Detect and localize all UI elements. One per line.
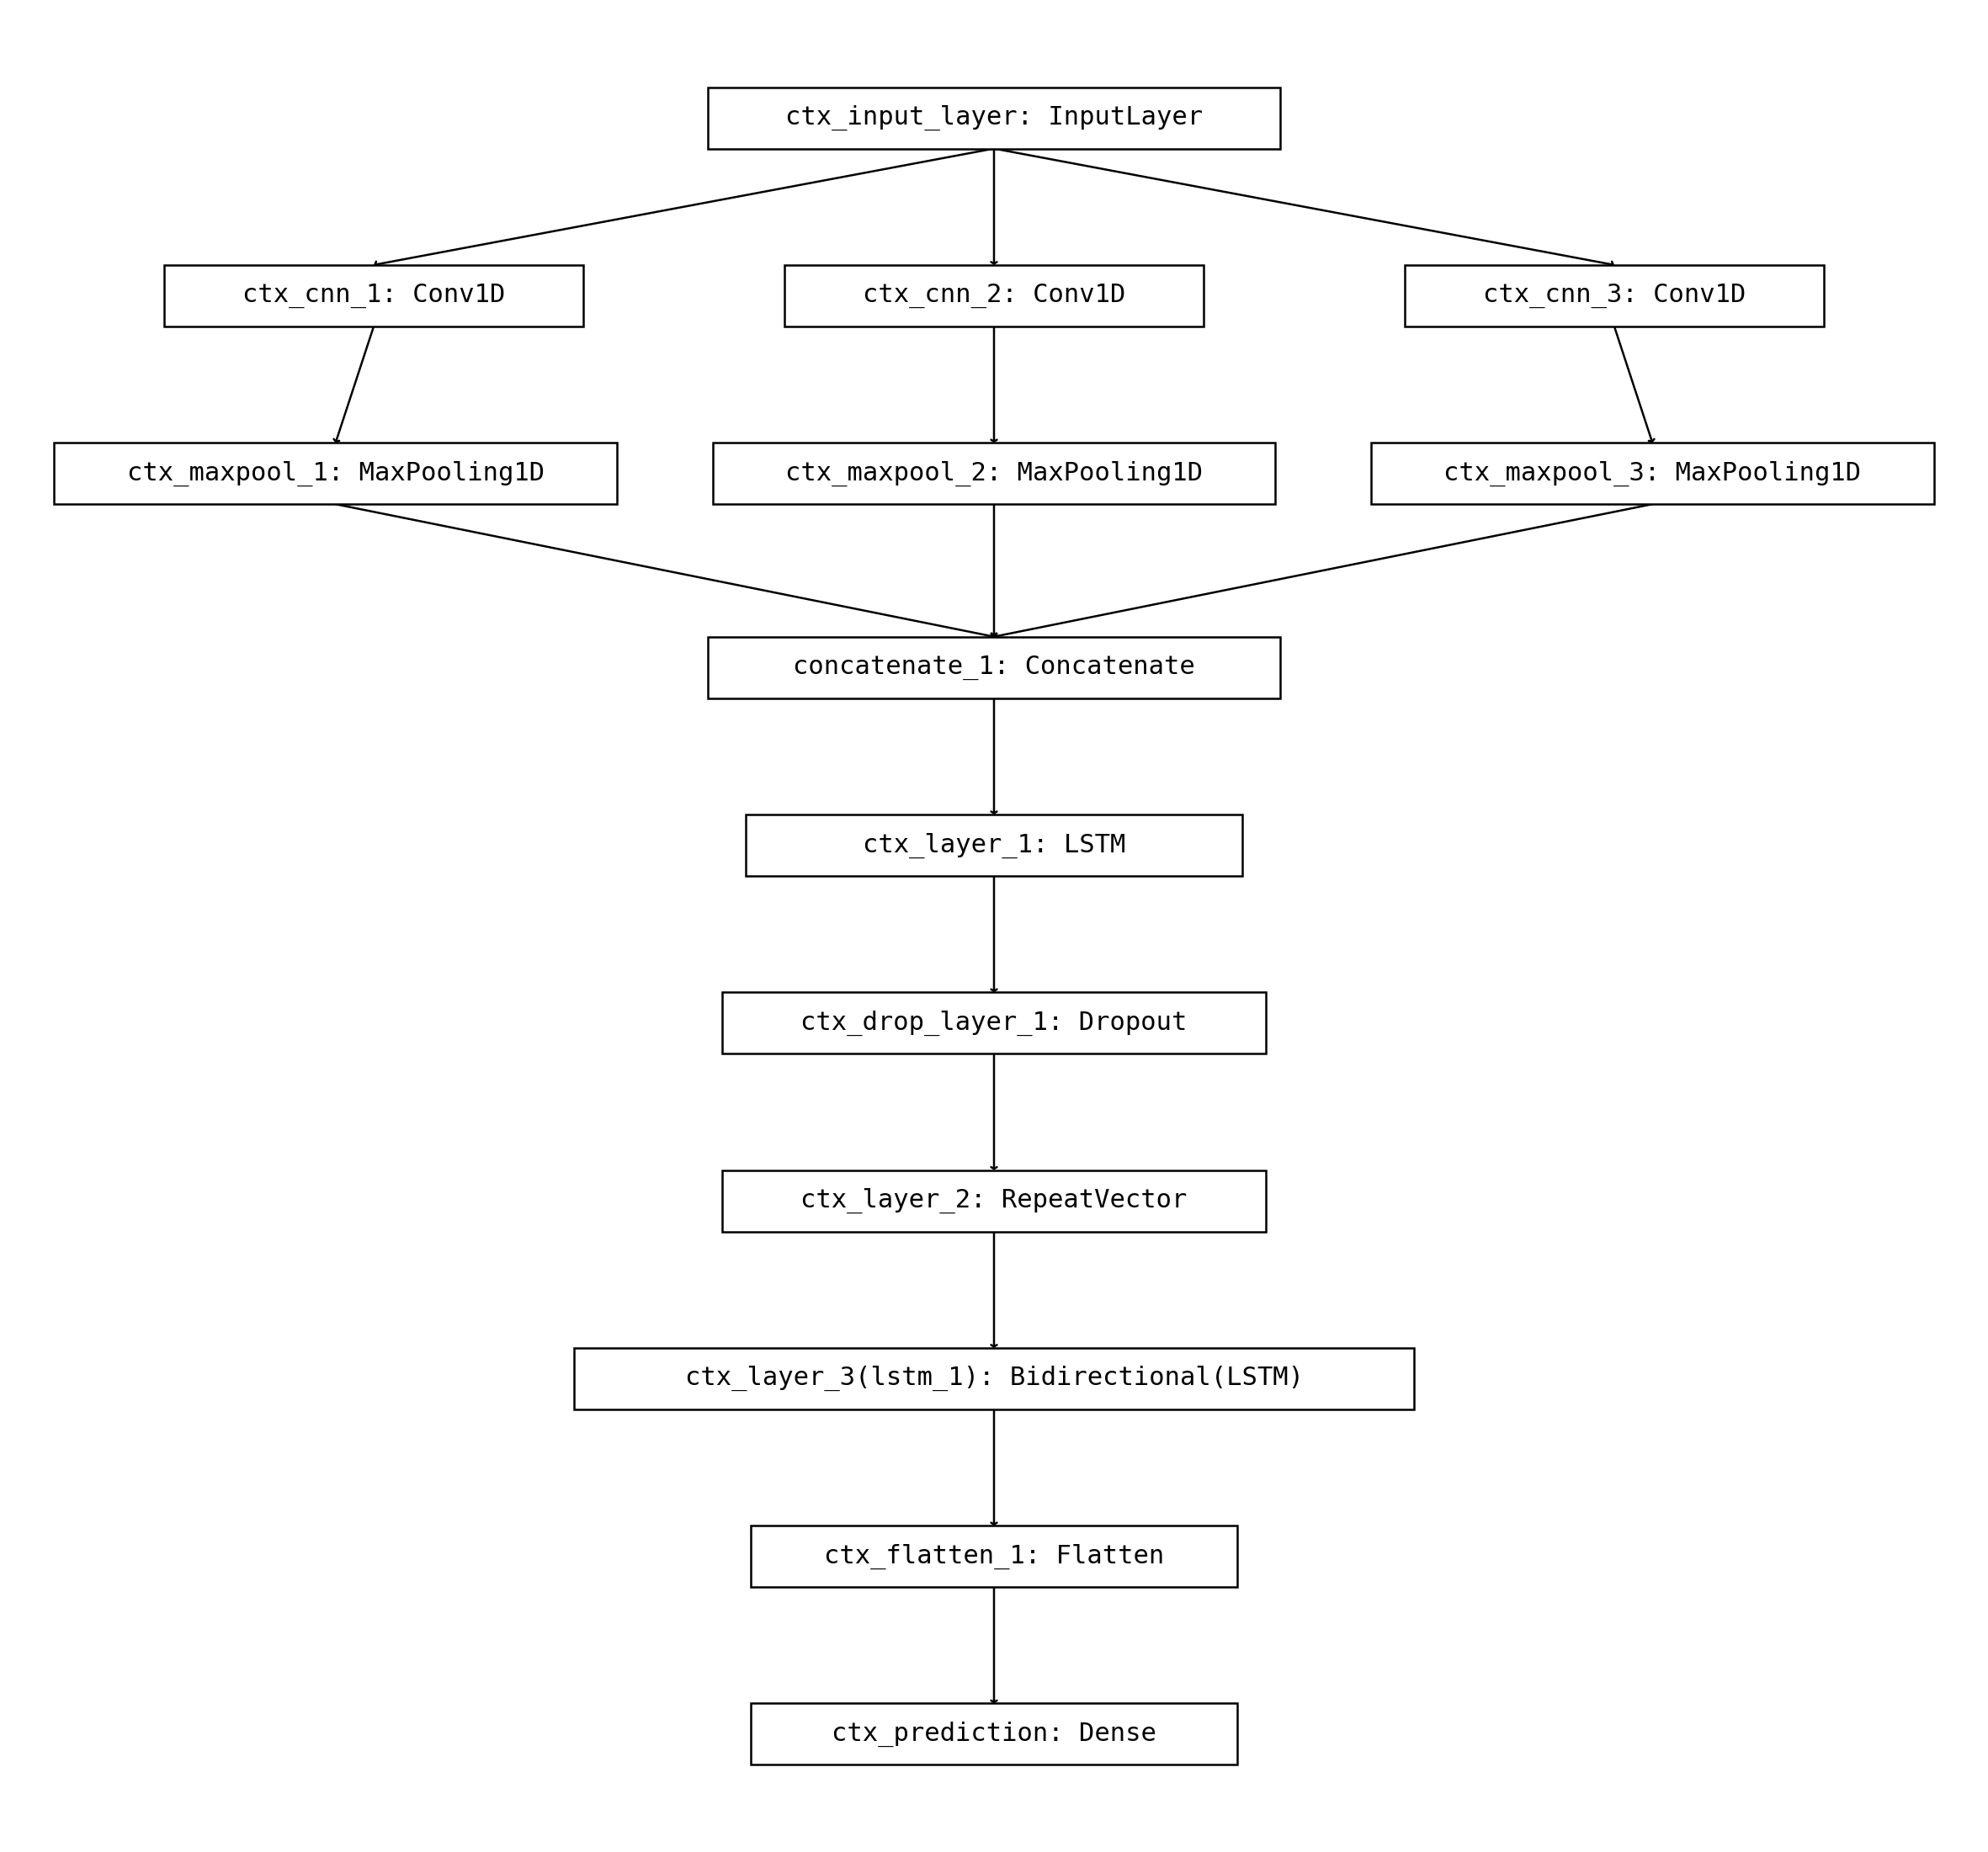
FancyBboxPatch shape xyxy=(163,265,584,326)
Text: ctx_cnn_3: Conv1D: ctx_cnn_3: Conv1D xyxy=(1483,283,1745,307)
Text: ctx_cnn_2: Conv1D: ctx_cnn_2: Conv1D xyxy=(863,283,1125,307)
FancyBboxPatch shape xyxy=(751,1526,1237,1587)
Text: ctx_input_layer: InputLayer: ctx_input_layer: InputLayer xyxy=(785,106,1203,130)
FancyBboxPatch shape xyxy=(746,815,1242,876)
Text: ctx_layer_1: LSTM: ctx_layer_1: LSTM xyxy=(863,833,1125,857)
FancyBboxPatch shape xyxy=(708,637,1280,698)
Text: concatenate_1: Concatenate: concatenate_1: Concatenate xyxy=(793,656,1195,680)
Text: ctx_drop_layer_1: Dropout: ctx_drop_layer_1: Dropout xyxy=(801,1011,1187,1035)
FancyBboxPatch shape xyxy=(722,1170,1266,1232)
Text: ctx_cnn_1: Conv1D: ctx_cnn_1: Conv1D xyxy=(243,283,505,307)
Text: ctx_layer_3(lstm_1): Bidirectional(LSTM): ctx_layer_3(lstm_1): Bidirectional(LSTM) xyxy=(684,1367,1304,1391)
FancyBboxPatch shape xyxy=(708,87,1280,148)
FancyBboxPatch shape xyxy=(575,1348,1413,1409)
FancyBboxPatch shape xyxy=(751,1704,1237,1765)
FancyBboxPatch shape xyxy=(712,443,1276,504)
FancyBboxPatch shape xyxy=(1372,443,1934,504)
FancyBboxPatch shape xyxy=(722,993,1266,1054)
FancyBboxPatch shape xyxy=(54,443,616,504)
FancyBboxPatch shape xyxy=(1404,265,1825,326)
Text: ctx_maxpool_3: MaxPooling1D: ctx_maxpool_3: MaxPooling1D xyxy=(1443,461,1861,485)
Text: ctx_prediction: Dense: ctx_prediction: Dense xyxy=(831,1722,1157,1746)
FancyBboxPatch shape xyxy=(783,265,1205,326)
Text: ctx_flatten_1: Flatten: ctx_flatten_1: Flatten xyxy=(823,1545,1165,1569)
Text: ctx_maxpool_2: MaxPooling1D: ctx_maxpool_2: MaxPooling1D xyxy=(785,461,1203,485)
Text: ctx_layer_2: RepeatVector: ctx_layer_2: RepeatVector xyxy=(801,1189,1187,1213)
Text: ctx_maxpool_1: MaxPooling1D: ctx_maxpool_1: MaxPooling1D xyxy=(127,461,545,485)
